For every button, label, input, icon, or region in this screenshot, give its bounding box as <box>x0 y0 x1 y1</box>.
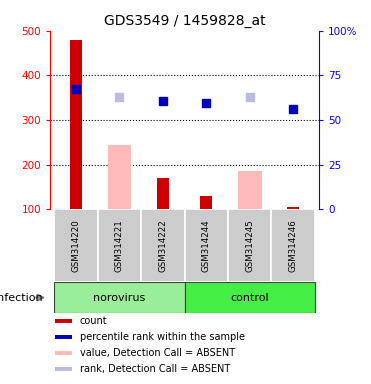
Text: percentile rank within the sample: percentile rank within the sample <box>80 332 244 342</box>
Text: GSM314220: GSM314220 <box>72 219 81 272</box>
Text: rank, Detection Call = ABSENT: rank, Detection Call = ABSENT <box>80 364 230 374</box>
Bar <box>55 209 98 282</box>
Text: norovirus: norovirus <box>93 293 146 303</box>
Bar <box>157 178 169 209</box>
Bar <box>56 335 72 339</box>
Text: count: count <box>80 316 107 326</box>
Text: GSM314244: GSM314244 <box>202 219 211 272</box>
Bar <box>185 209 228 282</box>
Bar <box>228 209 271 282</box>
Text: GSM314222: GSM314222 <box>158 219 167 272</box>
Bar <box>238 171 262 209</box>
Bar <box>98 209 141 282</box>
Bar <box>185 282 315 313</box>
Text: infection: infection <box>0 293 43 303</box>
Bar <box>55 282 185 313</box>
Bar <box>200 196 212 209</box>
Bar <box>271 209 315 282</box>
Bar <box>56 367 72 371</box>
Text: GSM314245: GSM314245 <box>245 219 254 272</box>
Bar <box>70 40 82 209</box>
Bar <box>287 207 299 209</box>
Bar <box>108 144 131 209</box>
Title: GDS3549 / 1459828_at: GDS3549 / 1459828_at <box>104 14 265 28</box>
Text: GSM314246: GSM314246 <box>289 219 298 272</box>
Text: control: control <box>230 293 269 303</box>
Bar <box>56 351 72 355</box>
Text: value, Detection Call = ABSENT: value, Detection Call = ABSENT <box>80 348 235 358</box>
Text: GSM314221: GSM314221 <box>115 219 124 272</box>
Bar <box>56 319 72 323</box>
Bar <box>141 209 185 282</box>
